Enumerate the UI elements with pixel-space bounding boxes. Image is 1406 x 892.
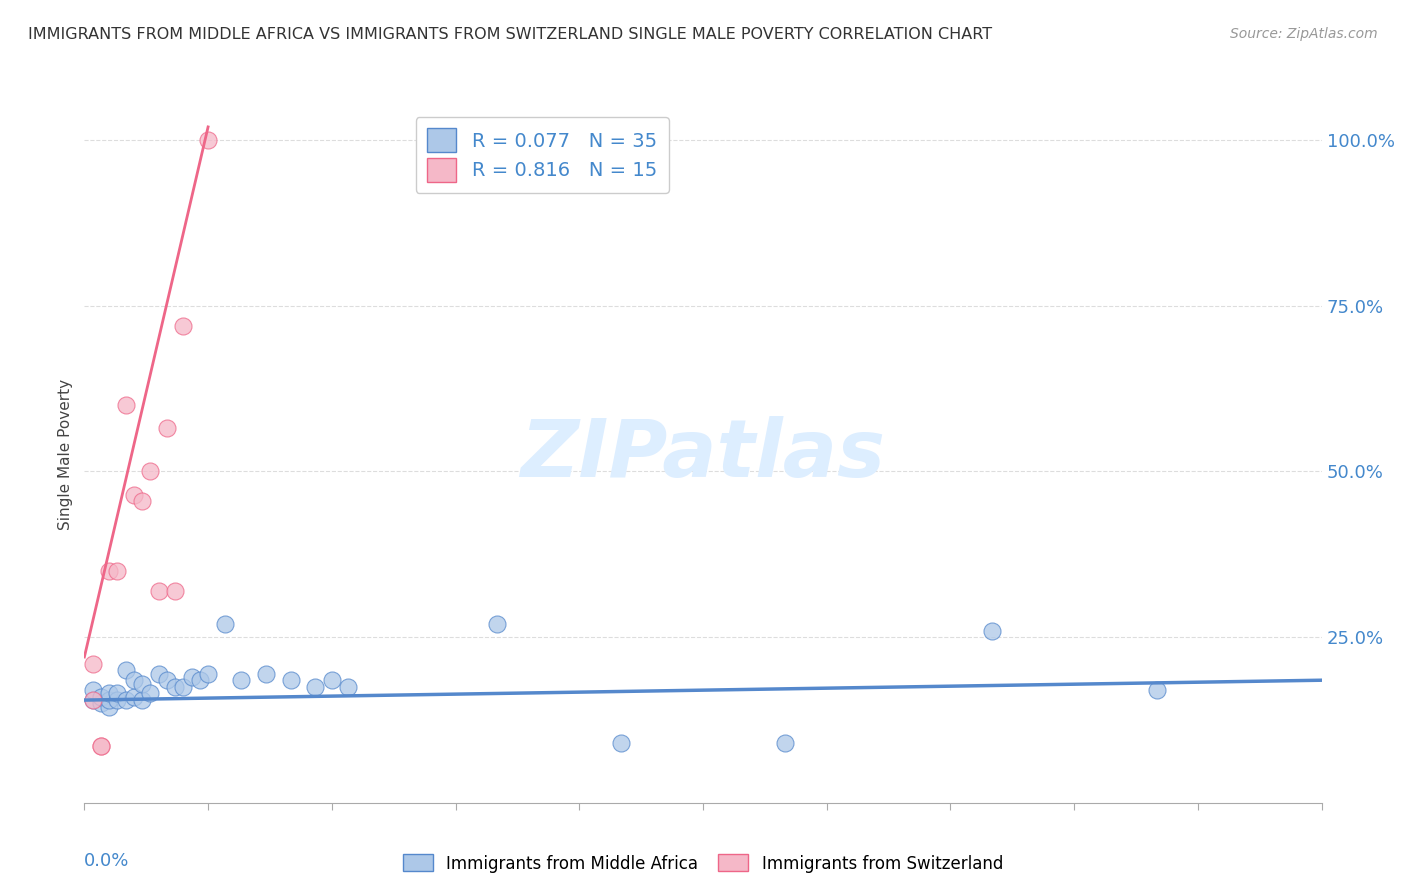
Point bbox=[304, 680, 326, 694]
Point bbox=[156, 421, 179, 435]
Point bbox=[165, 680, 187, 694]
Point bbox=[98, 564, 121, 578]
Point bbox=[114, 663, 136, 677]
Point bbox=[90, 690, 112, 704]
Point bbox=[156, 673, 179, 688]
Point bbox=[131, 676, 153, 690]
Point bbox=[105, 686, 128, 700]
Text: ZIPatlas: ZIPatlas bbox=[520, 416, 886, 494]
Point bbox=[82, 693, 104, 707]
Point bbox=[105, 564, 128, 578]
Point bbox=[82, 693, 104, 707]
Point bbox=[980, 624, 1002, 638]
Point bbox=[172, 680, 194, 694]
Point bbox=[280, 673, 302, 688]
Point bbox=[321, 673, 343, 688]
Point bbox=[105, 693, 128, 707]
Point bbox=[775, 736, 797, 750]
Point bbox=[188, 673, 211, 688]
Point bbox=[172, 318, 194, 333]
Point bbox=[131, 693, 153, 707]
Point bbox=[82, 657, 104, 671]
Point bbox=[254, 666, 277, 681]
Point bbox=[197, 666, 219, 681]
Point bbox=[98, 699, 121, 714]
Point bbox=[90, 697, 112, 711]
Point bbox=[148, 583, 170, 598]
Point bbox=[98, 686, 121, 700]
Point bbox=[609, 736, 631, 750]
Point bbox=[229, 673, 252, 688]
Point bbox=[90, 739, 112, 754]
Point bbox=[139, 686, 162, 700]
Point bbox=[82, 683, 104, 698]
Point bbox=[214, 616, 236, 631]
Legend: R = 0.077   N = 35, R = 0.816   N = 15: R = 0.077 N = 35, R = 0.816 N = 15 bbox=[416, 117, 669, 194]
Point bbox=[139, 465, 162, 479]
Y-axis label: Single Male Poverty: Single Male Poverty bbox=[58, 379, 73, 531]
Point bbox=[114, 398, 136, 412]
Point bbox=[197, 133, 219, 147]
Point bbox=[114, 693, 136, 707]
Point bbox=[90, 739, 112, 754]
Point bbox=[485, 616, 508, 631]
Text: Source: ZipAtlas.com: Source: ZipAtlas.com bbox=[1230, 27, 1378, 41]
Text: IMMIGRANTS FROM MIDDLE AFRICA VS IMMIGRANTS FROM SWITZERLAND SINGLE MALE POVERTY: IMMIGRANTS FROM MIDDLE AFRICA VS IMMIGRA… bbox=[28, 27, 993, 42]
Point bbox=[180, 670, 202, 684]
Point bbox=[122, 488, 145, 502]
Point bbox=[122, 690, 145, 704]
Point bbox=[98, 693, 121, 707]
Point bbox=[122, 673, 145, 688]
Point bbox=[148, 666, 170, 681]
Legend: Immigrants from Middle Africa, Immigrants from Switzerland: Immigrants from Middle Africa, Immigrant… bbox=[396, 847, 1010, 880]
Point bbox=[165, 583, 187, 598]
Point bbox=[1146, 683, 1168, 698]
Point bbox=[337, 680, 360, 694]
Text: 0.0%: 0.0% bbox=[84, 852, 129, 870]
Point bbox=[131, 494, 153, 508]
